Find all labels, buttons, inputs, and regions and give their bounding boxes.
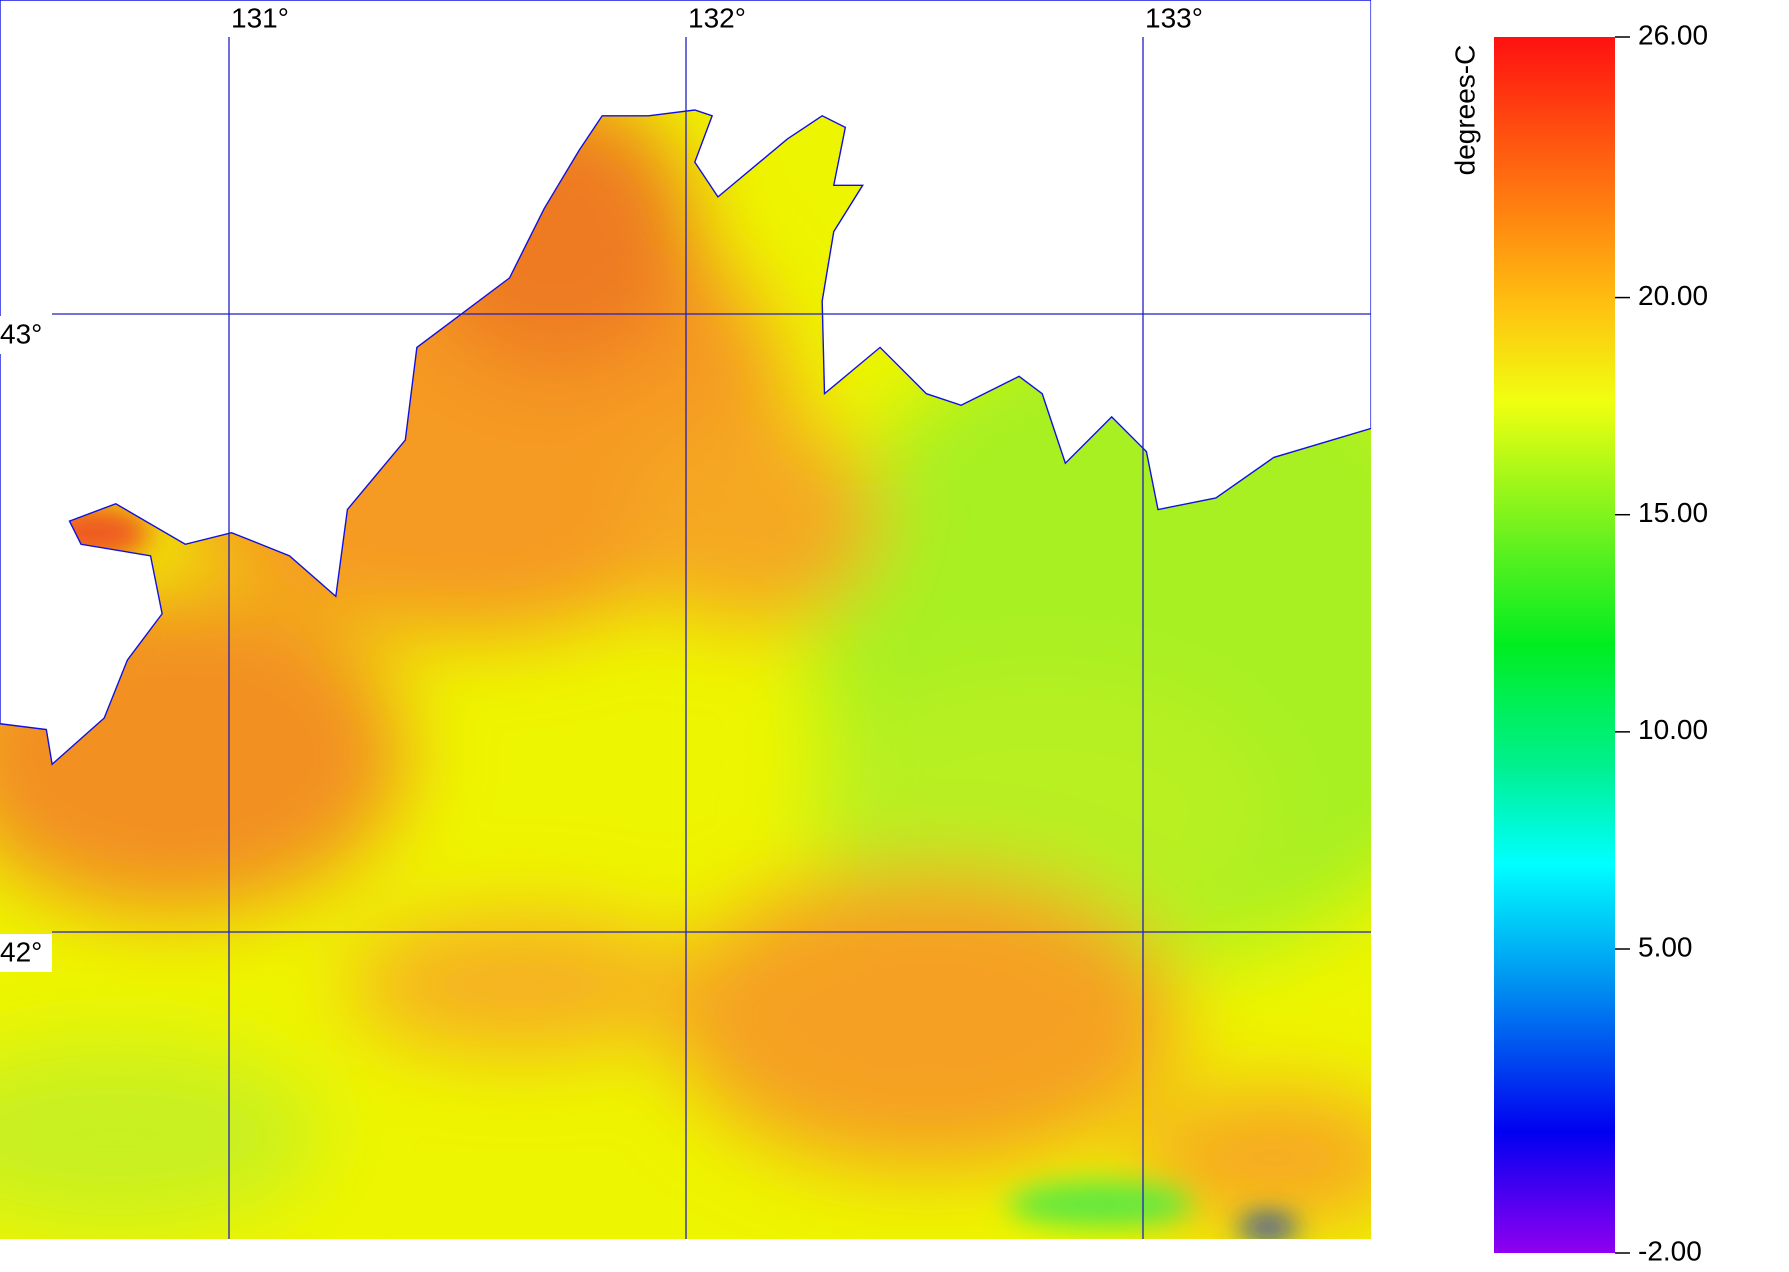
colorbar-tick-label: 10.00	[1638, 714, 1708, 745]
latitude-label-bg	[0, 316, 52, 354]
longitude-label: 132°	[688, 2, 746, 33]
latitude-label: 43°	[0, 318, 42, 349]
colorbar-label: degrees-C	[1449, 45, 1480, 176]
sst-image	[0, 0, 1372, 1240]
colorbar-tick-label: 15.00	[1638, 497, 1708, 528]
latitude-label-bg	[0, 934, 52, 972]
longitude-label: 133°	[1145, 2, 1203, 33]
colorbar	[1494, 37, 1615, 1253]
colorbar-tick-label: 5.00	[1638, 931, 1693, 962]
colorbar-tick-label: -2.00	[1638, 1235, 1702, 1266]
colorbar-tick-label: 20.00	[1638, 280, 1708, 311]
latitude-label: 42°	[0, 936, 42, 967]
land	[0, 0, 1372, 766]
colorbar-tick-label: 26.00	[1638, 19, 1708, 50]
longitude-label: 131°	[231, 2, 289, 33]
